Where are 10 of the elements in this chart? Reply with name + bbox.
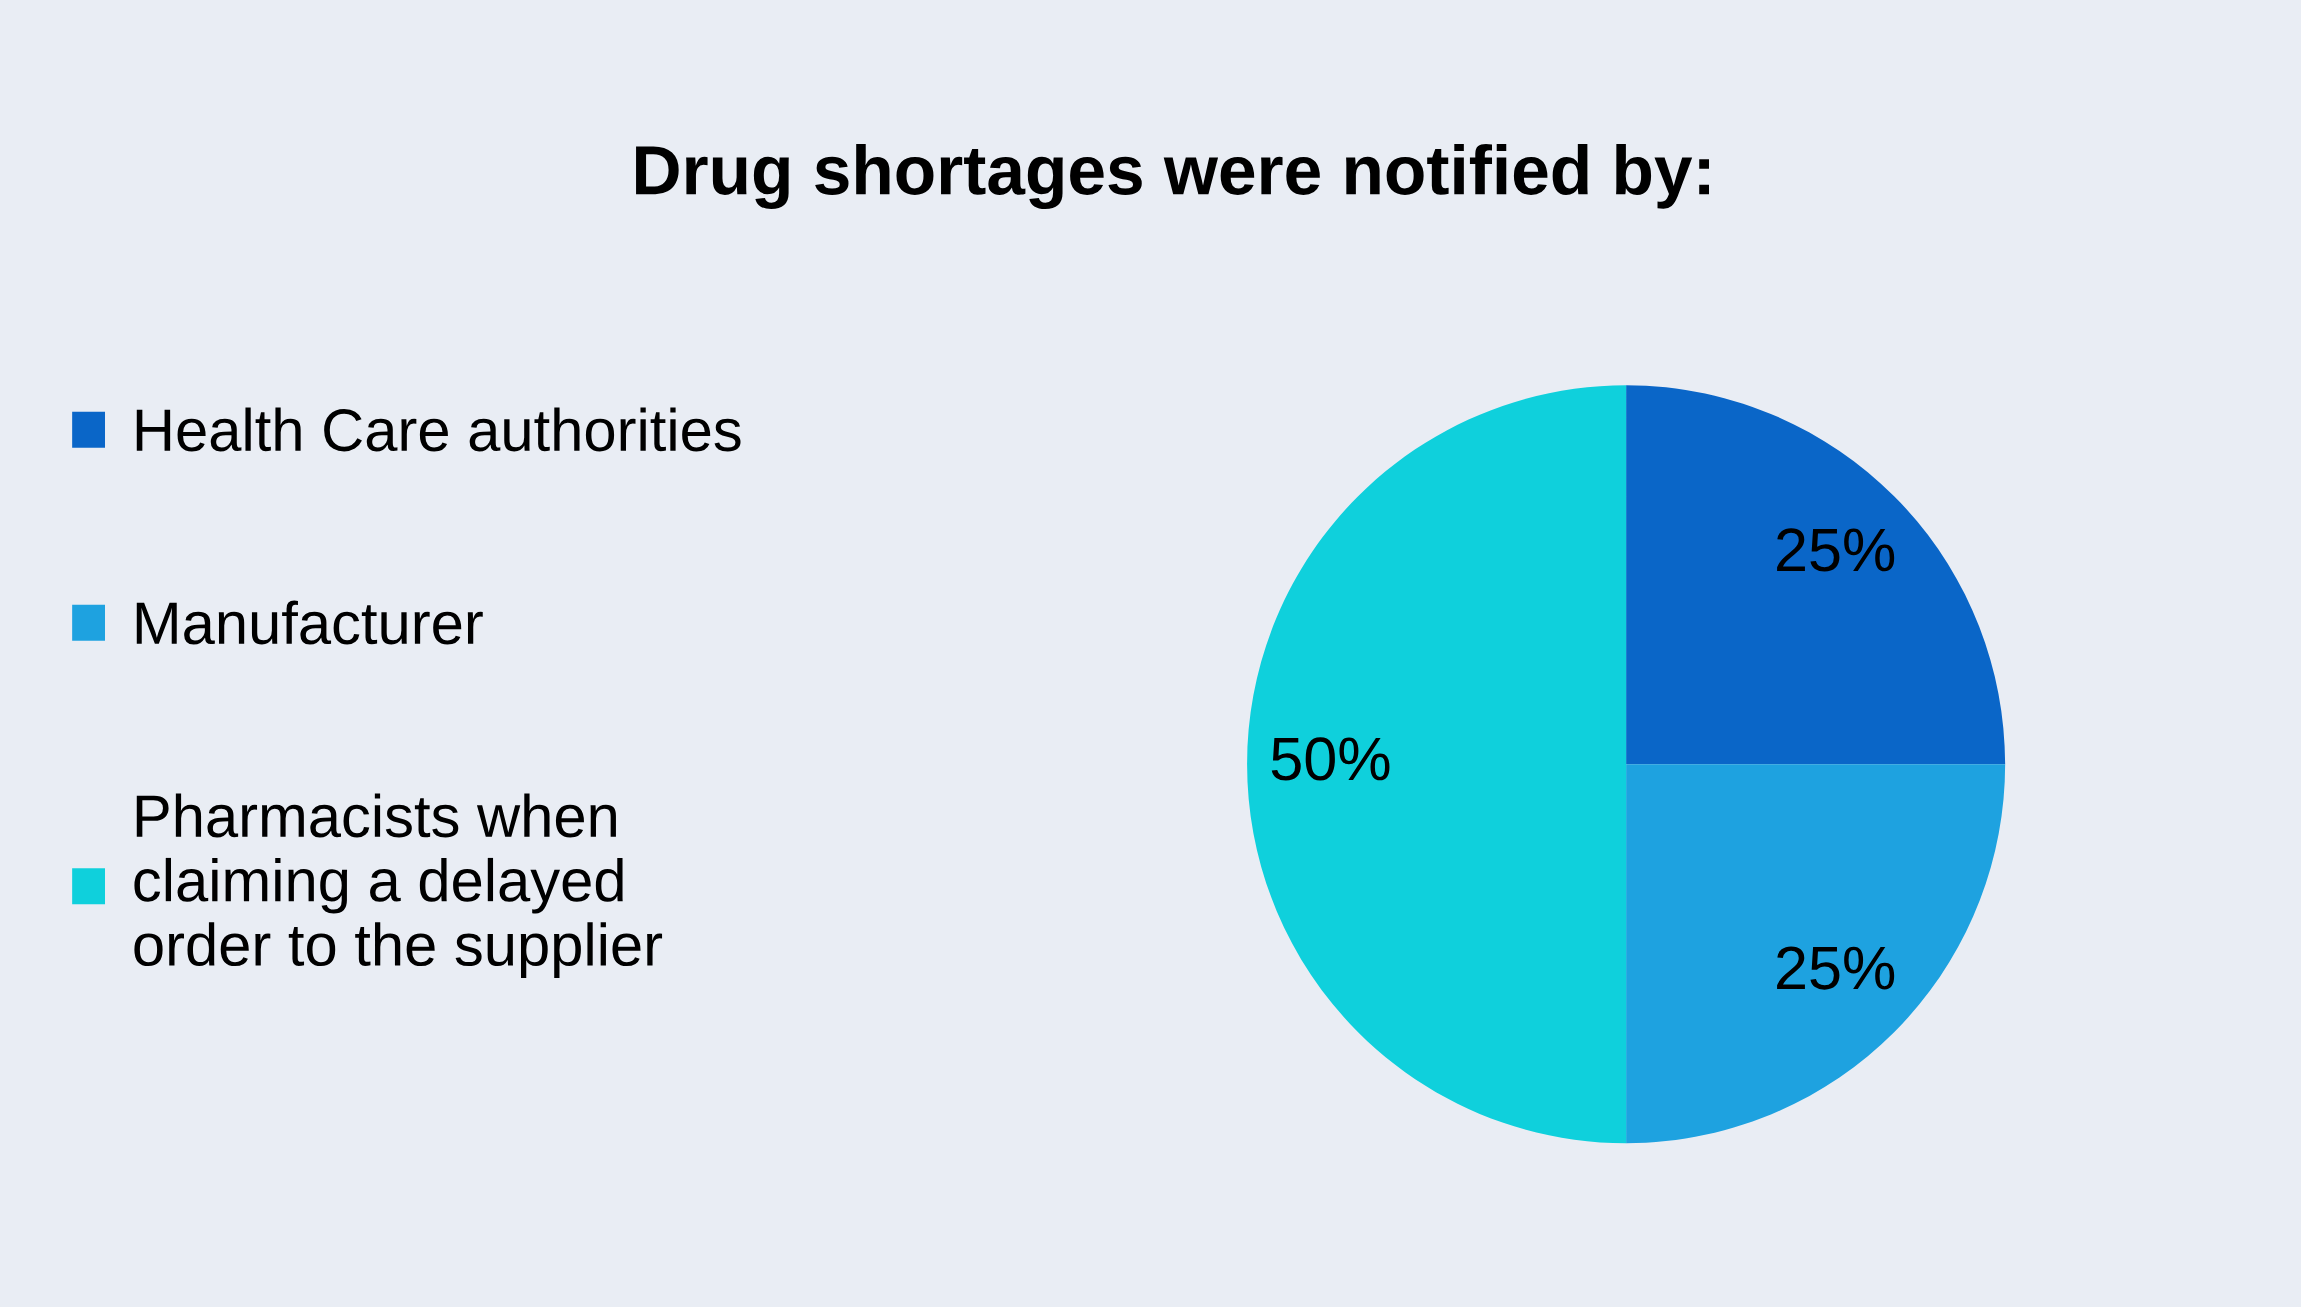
data-label: 25% (1777, 528, 1895, 572)
pie-slice (1247, 385, 1627, 1144)
chart-title: Drug shortages were notified by: (636, 143, 1709, 209)
data-label: 25% (1777, 946, 1895, 990)
legend-label: Manufacturer (136, 600, 483, 645)
legend-label: Pharmacists when claiming a delayed order to the supplier (134, 793, 663, 978)
data-label: 50% (1271, 737, 1390, 781)
pie-slice (1626, 385, 2006, 765)
pie-slice (1626, 764, 2006, 1144)
legend-label: Health Care authorities (136, 407, 741, 452)
